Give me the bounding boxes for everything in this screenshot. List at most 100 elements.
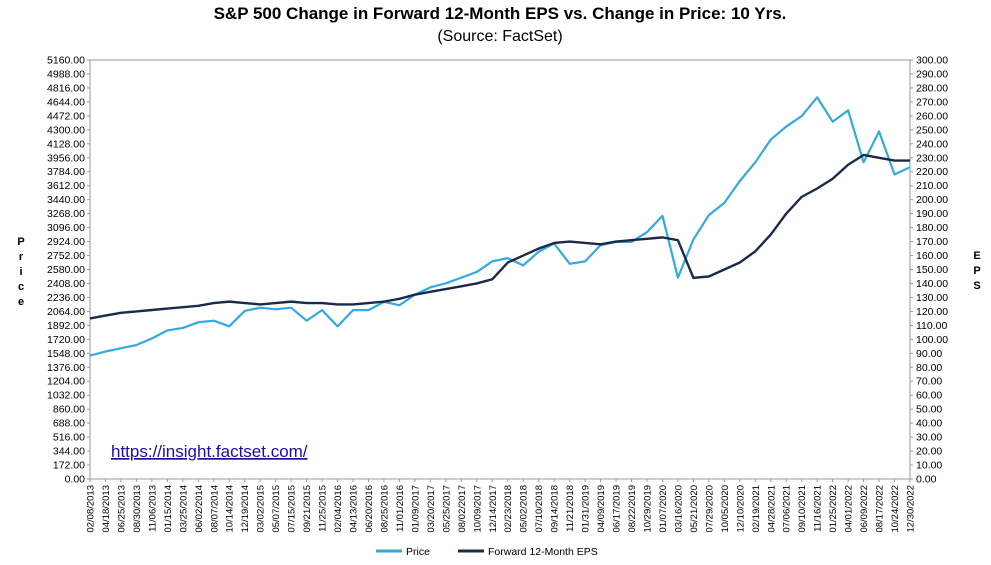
y-left-tick-label: 516.00 — [53, 432, 85, 444]
y-right-tick-label: 210.00 — [916, 180, 948, 192]
x-tick-label: 01/15/2014 — [163, 485, 174, 533]
legend-label-price: Price — [406, 546, 430, 558]
x-tick-label: 03/25/2014 — [178, 485, 189, 533]
x-tick-label: 03/02/2015 — [256, 485, 267, 533]
y-left-tick-label: 3784.00 — [47, 166, 85, 178]
axis-label-letter: P — [17, 236, 24, 248]
x-tick-label: 03/20/2017 — [426, 485, 437, 533]
axis-label-letter: P — [973, 265, 980, 277]
x-tick-label: 07/15/2015 — [287, 485, 298, 533]
axis-label-letter: E — [973, 250, 980, 262]
x-tick-label: 01/31/2019 — [581, 485, 592, 533]
x-tick-label: 08/25/2016 — [379, 485, 390, 533]
y-right-tick-label: 300.00 — [916, 55, 948, 67]
x-tick-label: 05/21/2020 — [689, 485, 700, 533]
axis-label-letter: r — [19, 251, 24, 263]
y-right-tick-label: 170.00 — [916, 236, 948, 248]
y-left-tick-label: 1376.00 — [47, 362, 85, 374]
y-left-tick-label: 4472.00 — [47, 110, 85, 122]
chart-subtitle: (Source: FactSet) — [437, 28, 562, 45]
y-right-tick-label: 140.00 — [916, 278, 948, 290]
y-right-tick-label: 130.00 — [916, 292, 948, 304]
x-tick-label: 10/24/2022 — [890, 485, 901, 533]
x-tick-label: 10/05/2020 — [720, 485, 731, 533]
x-tick-label: 07/10/2018 — [534, 485, 545, 533]
y-left-tick-label: 1204.00 — [47, 376, 85, 388]
y-right-tick-label: 60.00 — [916, 390, 942, 402]
y-right-tick-label: 20.00 — [916, 446, 942, 458]
x-tick-label: 12/14/2017 — [488, 485, 499, 533]
y-right-tick-label: 220.00 — [916, 166, 948, 178]
x-tick-label: 09/14/2018 — [550, 485, 561, 533]
x-tick-label: 04/09/2019 — [596, 485, 607, 533]
x-tick-label: 08/17/2022 — [875, 485, 886, 533]
y-left-tick-label: 4988.00 — [47, 68, 85, 80]
x-tick-label: 12/19/2014 — [240, 485, 251, 533]
y-right-tick-label: 100.00 — [916, 334, 948, 346]
x-tick-label: 08/30/2013 — [132, 485, 143, 533]
x-ticks: 02/08/2013 04/18/2013 06/25/2013 08/30/2013… — [86, 479, 917, 533]
x-tick-label: 07/29/2020 — [704, 485, 715, 533]
chart-title: S&P 500 Change in Forward 12-Month EPS v… — [214, 4, 787, 23]
y-right-tick-label: 280.00 — [916, 82, 948, 94]
x-tick-label: 06/20/2016 — [364, 485, 375, 533]
y-left-tick-label: 1720.00 — [47, 334, 85, 346]
y-right-tick-label: 120.00 — [916, 306, 948, 318]
x-tick-label: 06/25/2013 — [116, 485, 127, 533]
y-right-tick-label: 200.00 — [916, 194, 948, 206]
y-right-tick-label: 0.00 — [916, 474, 937, 486]
x-tick-label: 04/01/2022 — [844, 485, 855, 533]
url-box — [105, 437, 349, 465]
y-left-tick-label: 1892.00 — [47, 320, 85, 332]
axis-label-letter: S — [973, 280, 980, 292]
x-tick-label: 12/30/2022 — [906, 485, 917, 533]
x-tick-label: 09/10/2021 — [797, 485, 808, 533]
x-tick-label: 04/18/2013 — [101, 485, 112, 533]
x-tick-label: 06/17/2019 — [612, 485, 623, 533]
y-left-tick-label: 2924.00 — [47, 236, 85, 248]
y-right-tick-label: 260.00 — [916, 110, 948, 122]
axis-label-letter: c — [18, 281, 24, 293]
x-tick-label: 04/28/2021 — [766, 485, 777, 533]
source-url-link[interactable]: https://insight.factset.com/ — [111, 442, 308, 461]
x-tick-label: 08/22/2019 — [627, 485, 638, 533]
y-right-tick-label: 30.00 — [916, 432, 942, 444]
y-left-ticks: 0.00 172.00 344.00 516.00 688.00 860.00 1032.0… — [47, 55, 90, 486]
y-right-tick-label: 190.00 — [916, 208, 948, 220]
y-right-tick-label: 10.00 — [916, 460, 942, 472]
x-tick-label: 08/07/2014 — [209, 485, 220, 533]
y-left-tick-label: 0.00 — [65, 474, 86, 486]
y-left-tick-label: 2064.00 — [47, 306, 85, 318]
x-tick-label: 06/09/2022 — [859, 485, 870, 533]
y-left-tick-label: 4644.00 — [47, 96, 85, 108]
y-right-tick-label: 110.00 — [916, 320, 947, 332]
price-series-line — [89, 96, 911, 357]
x-tick-label: 11/16/2021 — [813, 485, 824, 532]
x-tick-label: 11/25/2015 — [318, 485, 329, 532]
y-left-tick-label: 3956.00 — [47, 152, 85, 164]
x-tick-label: 02/04/2016 — [333, 485, 344, 533]
y-left-tick-label: 2408.00 — [47, 278, 85, 290]
x-tick-label: 06/02/2014 — [194, 485, 205, 533]
y-right-tick-label: 250.00 — [916, 124, 948, 136]
legend: Price Forward 12-Month EPS — [376, 546, 598, 558]
x-tick-label: 07/06/2021 — [782, 485, 793, 533]
eps-series-line — [89, 153, 910, 320]
y-left-tick-label: 2236.00 — [47, 292, 85, 304]
y-left-tick-label: 3612.00 — [47, 180, 85, 192]
y-left-tick-label: 688.00 — [53, 418, 85, 430]
y-left-tick-label: 3096.00 — [47, 222, 85, 234]
x-tick-label: 02/23/2018 — [503, 485, 514, 533]
x-tick-label: 01/25/2022 — [828, 485, 839, 533]
legend-label-eps: Forward 12-Month EPS — [488, 546, 598, 558]
y-right-axis-label: EPS — [973, 250, 980, 292]
y-left-tick-label: 344.00 — [53, 446, 85, 458]
y-left-tick-label: 3268.00 — [47, 208, 85, 220]
x-tick-label: 11/01/2016 — [395, 485, 406, 532]
axis-label-letter: i — [19, 266, 22, 278]
y-right-tick-label: 80.00 — [916, 362, 942, 374]
y-right-tick-label: 40.00 — [916, 418, 942, 430]
y-right-tick-label: 160.00 — [916, 250, 948, 262]
x-tick-label: 05/02/2018 — [519, 485, 530, 533]
